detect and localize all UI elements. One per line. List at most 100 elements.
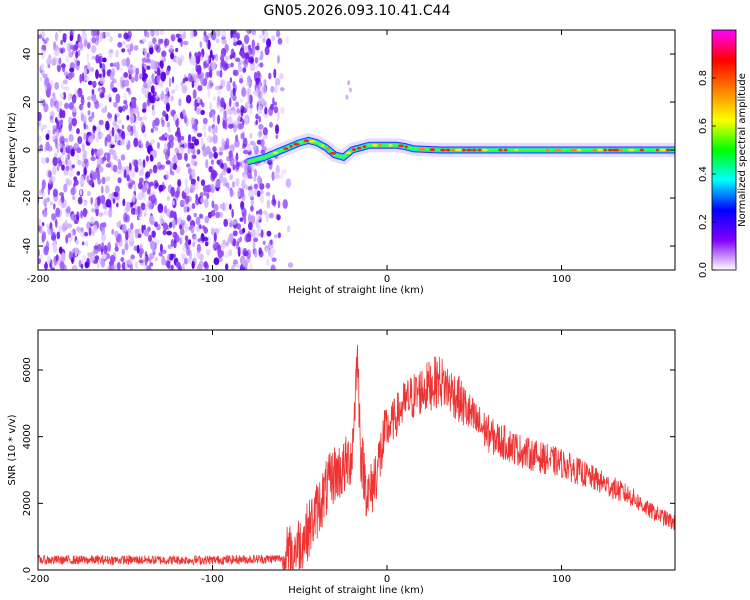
spectrogram-noise-cell	[42, 99, 46, 107]
spectrogram-noise-cell	[41, 224, 44, 229]
spectrogram-noise-cell	[107, 113, 112, 119]
spectrogram-noise-cell	[52, 188, 58, 198]
spectrogram-noise-cell	[48, 178, 52, 185]
spectrogram-noise-cell	[107, 242, 111, 252]
spectrogram-noise-cell	[131, 193, 136, 203]
spectrogram-noise-cell	[212, 134, 218, 144]
spectrogram-noise-cell	[76, 226, 81, 232]
spectrogram-noise-cell	[232, 109, 238, 116]
spectrogram-noise-cell	[282, 199, 288, 209]
spectrogram-noise-cell	[147, 41, 154, 48]
spectrogram-noise-cell	[239, 236, 242, 243]
spectrogram-noise-cell	[79, 42, 83, 51]
spectrogram-noise-cell	[197, 176, 200, 182]
spectrogram-noise-cell	[172, 163, 178, 171]
spectrogram-noise-cell	[201, 82, 204, 87]
spectrogram-noise-cell	[210, 159, 214, 165]
spectrogram-noise-cell	[276, 30, 281, 38]
spectrogram-noise-cell	[157, 38, 161, 47]
spectrogram-noise-cell	[137, 158, 143, 167]
spectrogram-noise-cell	[184, 77, 189, 82]
spectrogram-noise-cell	[101, 176, 106, 185]
spectrogram-noise-cell	[146, 265, 152, 270]
spectrogram-noise-cell	[156, 75, 161, 84]
spectrogram-noise-cell	[108, 208, 113, 218]
spectrogram-noise-cell	[187, 142, 191, 149]
spectrogram-noise-cell	[97, 263, 100, 269]
signal-peak-cell	[329, 152, 337, 155]
spectrogram-noise-cell	[254, 168, 257, 178]
spectrogram-noise-cell	[219, 146, 224, 152]
spectrogram-noise-cell	[177, 179, 182, 187]
spectrogram-noise-cell	[137, 205, 141, 216]
spectrogram-noise-cell	[117, 33, 122, 39]
spectrogram-noise-cell	[160, 71, 166, 82]
spectrogram-noise-cell	[258, 34, 264, 39]
spectrogram-noise-cell	[151, 104, 155, 112]
spectrogram-noise-cell	[141, 116, 148, 121]
spectrogram-noise-cell	[117, 170, 122, 175]
spectrogram-noise-cell	[203, 131, 207, 138]
spectrogram-noise-cell	[212, 115, 216, 123]
spectrogram-noise-cell	[122, 198, 126, 207]
spectrogram-noise-cell	[39, 144, 43, 150]
spectrogram-noise-cell	[96, 149, 101, 159]
spectrogram-noise-cell	[259, 183, 265, 190]
spectrogram-noise-cell	[102, 57, 107, 63]
spectrogram-noise-cell	[265, 212, 269, 223]
spectrogram-noise-cell	[154, 117, 160, 127]
spectrogram-noise-cell	[123, 32, 129, 40]
spectrogram-noise-cell	[64, 208, 71, 214]
spectrogram-noise-cell	[55, 219, 58, 228]
spectrogram-noise-cell	[238, 51, 242, 56]
spectrogram-noise-cell	[160, 116, 164, 123]
spectrogram-noise-cell	[347, 80, 351, 86]
spectrogram-noise-cell	[104, 210, 107, 215]
spectrogram-noise-cell	[109, 36, 113, 43]
spectrogram-noise-cell	[80, 113, 85, 122]
spectrogram-noise-cell	[110, 264, 115, 270]
spectrogram-noise-cell	[275, 134, 278, 139]
spectrogram-noise-cell	[141, 108, 147, 113]
spectrogram-noise-cell	[240, 200, 245, 210]
spectrogram-noise-cell	[180, 219, 186, 226]
spectrogram-noise-cell	[217, 227, 223, 232]
spectrogram-noise-cell	[114, 246, 119, 252]
spectrogram-noise-cell	[248, 213, 252, 224]
spectrogram-noise-cell	[69, 67, 75, 73]
spectrogram-noise-cell	[199, 192, 204, 198]
spectrogram-noise-cell	[38, 189, 42, 196]
spectrogram-noise-cell	[179, 147, 185, 155]
spectrogram-noise-cell	[111, 228, 115, 235]
spectrogram-noise-cell	[212, 95, 217, 102]
spectrogram-noise-cell	[127, 124, 132, 133]
spectrogram-noise-cell	[155, 182, 159, 188]
spectrogram-noise-cell	[256, 224, 262, 232]
spectrogram-noise-cell	[259, 138, 265, 147]
spectrogram-noise-cell	[90, 45, 97, 54]
signal-peak-cell	[272, 151, 279, 155]
spectrogram-noise-cell	[121, 138, 125, 144]
spectrogram-noise-cell	[65, 209, 70, 218]
colorbar-gradient	[711, 29, 737, 271]
spectrogram-noise-cell	[68, 122, 73, 132]
spectrogram-noise-cell	[115, 93, 121, 104]
spectrogram-y-axis: -40 -20 0 20 40	[22, 48, 675, 254]
spectrogram-noise-cell	[264, 46, 270, 56]
spectrogram-noise-cell	[154, 257, 159, 262]
spectrogram-noise-cell	[166, 67, 170, 76]
spectrogram-noise-cell	[117, 161, 122, 171]
spectrogram-noise-cell	[102, 156, 107, 162]
spectrogram-noise-cell	[42, 124, 47, 130]
spectrogram-noise-cell	[232, 30, 237, 35]
spectrogram-noise-cell	[116, 202, 119, 208]
spectrogram-noise-cell	[75, 50, 79, 59]
spectrogram-noise-cell	[116, 119, 123, 125]
spectrogram-noise-cell	[96, 30, 100, 36]
spectrogram-noise-cell	[150, 139, 156, 145]
signal-peak-cell	[418, 147, 426, 151]
spectrogram-noise-cell	[155, 30, 160, 37]
spectrogram-noise-cell	[192, 235, 198, 244]
spectrogram-noise-cell	[189, 250, 192, 260]
spectrogram-noise-cell	[100, 232, 106, 242]
